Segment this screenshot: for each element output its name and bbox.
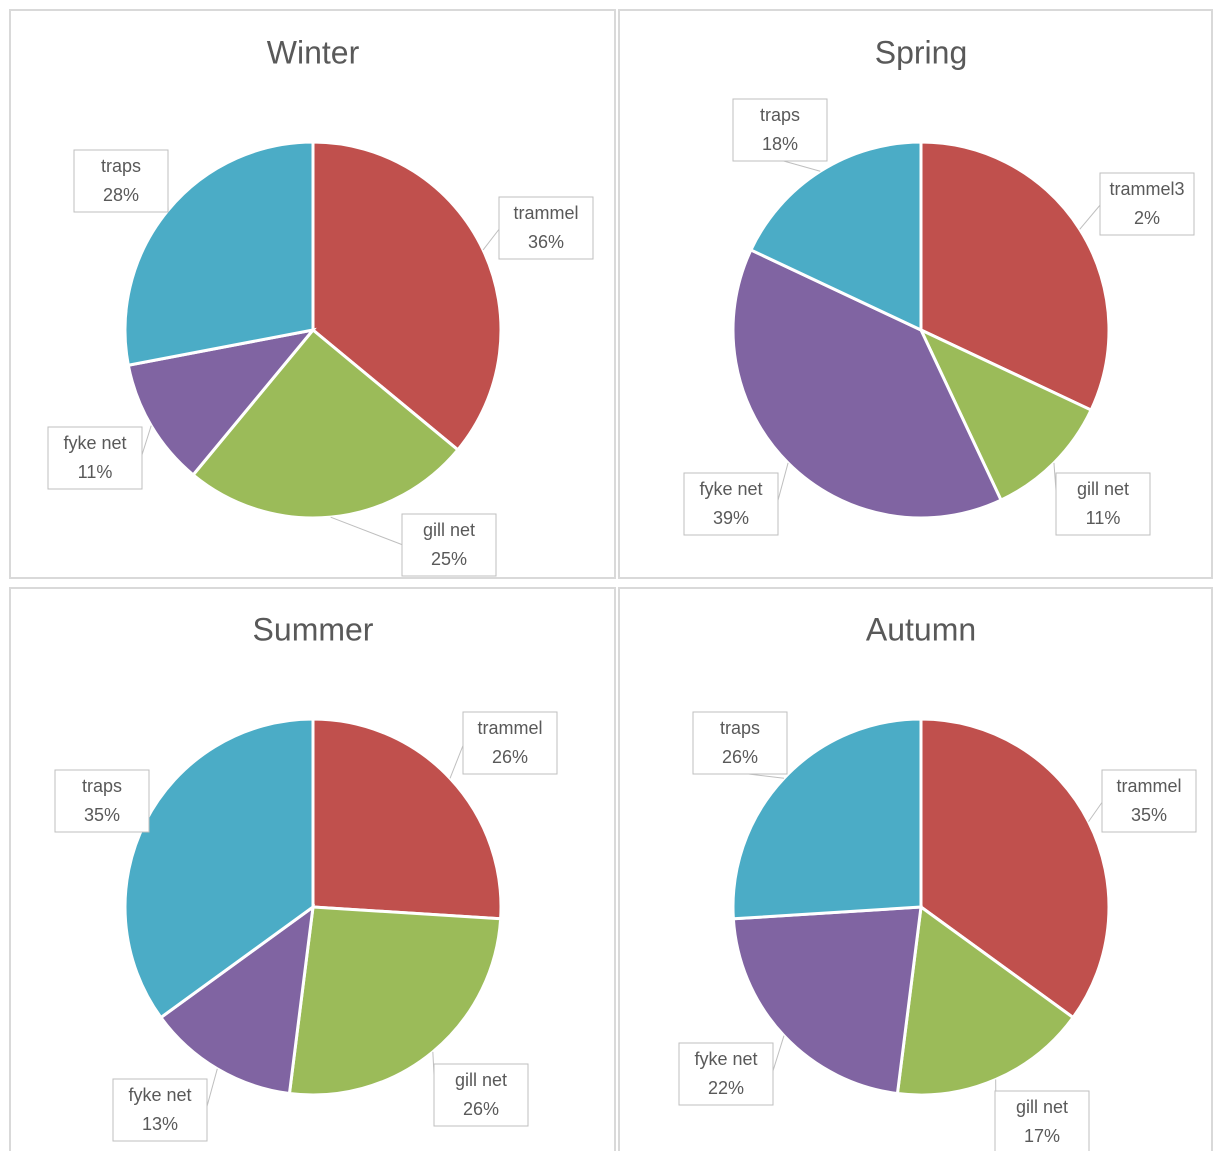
pie-slice: [126, 327, 317, 477]
leader-line: [205, 1068, 218, 1111]
category-label: traps: [82, 776, 122, 796]
label-box: [683, 472, 779, 536]
category-label: fyke net: [128, 1085, 191, 1105]
label-box: [54, 769, 150, 833]
category-label: fyke net: [699, 479, 762, 499]
value-label: 35%: [84, 805, 120, 825]
label-box: [994, 1090, 1090, 1151]
category-label: gill net: [1077, 479, 1129, 499]
value-label: 36%: [528, 232, 564, 252]
pie-slice: [311, 717, 503, 921]
pie-slice: [748, 140, 923, 333]
label-box: [73, 149, 169, 213]
leader-line: [779, 159, 821, 172]
chart-title: Winter: [267, 34, 360, 70]
label-box: [1101, 769, 1197, 833]
pie-slice: [731, 247, 1004, 520]
value-label: 22%: [708, 1078, 744, 1098]
category-label: gill net: [423, 520, 475, 540]
label-box: [462, 711, 558, 775]
value-label: 26%: [463, 1099, 499, 1119]
category-label: traps: [720, 718, 760, 738]
label-box: [498, 196, 594, 260]
value-label: 35%: [1131, 805, 1167, 825]
value-label: 17%: [1024, 1126, 1060, 1146]
leader-line: [449, 742, 465, 779]
label-box: [47, 426, 143, 490]
leader-line: [330, 516, 404, 546]
pie-slice: [731, 717, 923, 921]
label-box: [678, 1042, 774, 1106]
value-label: 28%: [103, 185, 139, 205]
chart-title: Summer: [253, 611, 374, 647]
value-label: 11%: [1086, 508, 1121, 528]
label-box: [401, 513, 497, 577]
label-box: [1099, 172, 1195, 236]
value-label: 26%: [492, 747, 528, 767]
category-label: trammel: [513, 203, 578, 223]
leader-line: [1088, 800, 1104, 822]
panel: [618, 9, 1213, 579]
label-box: [692, 711, 788, 775]
chart-title: Spring: [875, 34, 968, 70]
category-label: fyke net: [63, 433, 126, 453]
panel: [9, 9, 616, 579]
value-label: 25%: [431, 549, 467, 569]
value-label: 39%: [713, 508, 749, 528]
label-box: [732, 98, 828, 162]
category-label: trammel: [477, 718, 542, 738]
label-box: [433, 1063, 529, 1127]
leader-line: [140, 425, 152, 459]
category-label: trammel3: [1109, 179, 1184, 199]
pie-slice: [731, 905, 923, 1096]
category-label: traps: [760, 105, 800, 125]
pie-slice: [311, 140, 503, 452]
category-label: traps: [101, 156, 141, 176]
value-label: 11%: [78, 462, 113, 482]
leader-line: [1079, 203, 1102, 230]
value-label: 13%: [142, 1114, 178, 1134]
category-label: trammel: [1116, 776, 1181, 796]
chart-title: Autumn: [866, 611, 976, 647]
label-box: [1055, 472, 1151, 536]
category-label: fyke net: [694, 1049, 757, 1069]
leader-line: [771, 1035, 785, 1075]
label-box: [112, 1078, 208, 1142]
value-label: 2%: [1134, 208, 1160, 228]
category-label: gill net: [1016, 1097, 1068, 1117]
value-label: 18%: [762, 134, 798, 154]
panel: [618, 587, 1213, 1151]
pie-slice: [158, 903, 315, 1096]
value-label: 26%: [722, 747, 758, 767]
category-label: gill net: [455, 1070, 507, 1090]
pie-slice: [287, 905, 503, 1097]
leader-line: [776, 462, 789, 505]
pie-slice: [191, 327, 460, 520]
panel: [9, 587, 616, 1151]
leader-line: [482, 227, 501, 251]
pie-slice: [919, 717, 1111, 1020]
